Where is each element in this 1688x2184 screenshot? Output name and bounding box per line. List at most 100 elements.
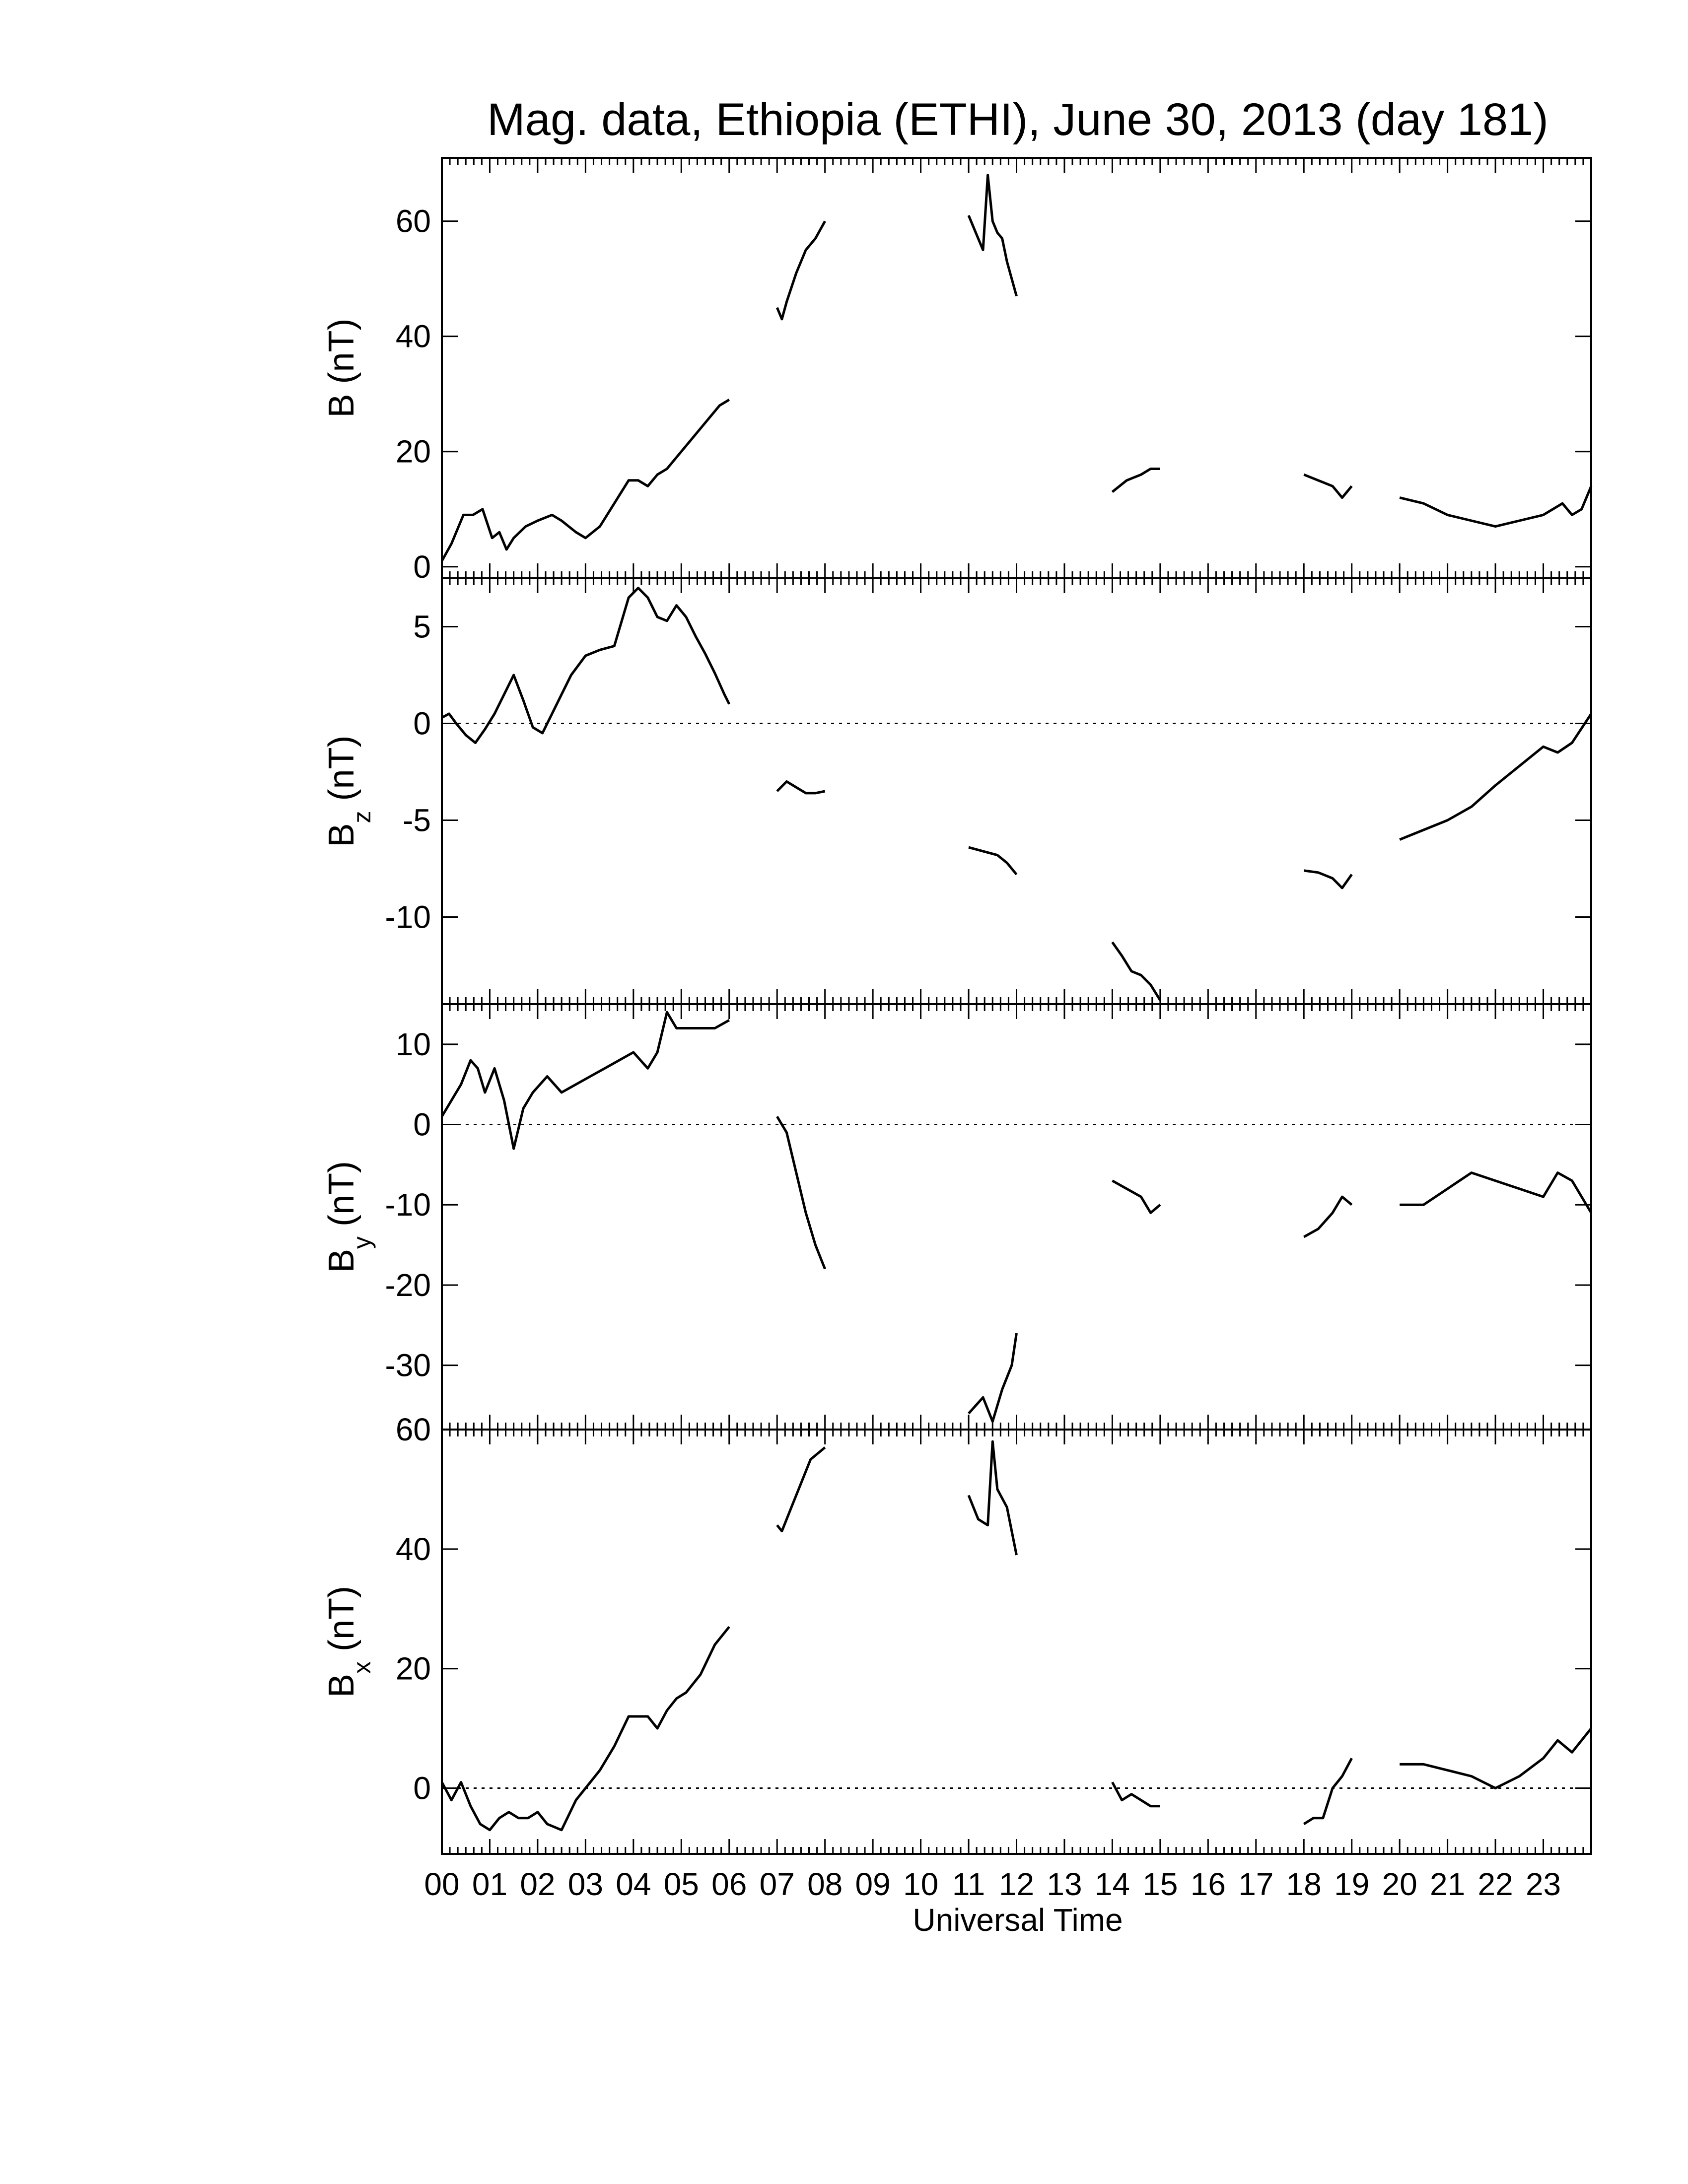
panels: 0 20 40 60 B (nT) 5 0 -5 -10 Bz (nT) 10 0 -10 -20 -30 B… — [322, 157, 1593, 1855]
y-axis-label-main: B — [322, 1674, 361, 1698]
series-Bz-segment-6 — [1399, 713, 1593, 841]
y-ticks: 60 40 20 0 — [396, 1412, 1591, 1806]
x-tick-label: 18 — [1286, 1866, 1322, 1902]
series-By-segment-4 — [1112, 1179, 1161, 1214]
series-Bz-segment-4 — [1111, 941, 1162, 1001]
series-B-segment-2 — [775, 220, 826, 321]
panel-B: 0 20 40 60 B (nT) — [322, 157, 1593, 585]
y-tick-label: -30 — [385, 1348, 431, 1383]
y-tick-label: 20 — [396, 434, 431, 470]
x-tick-label: 17 — [1238, 1866, 1273, 1902]
x-ticks — [441, 578, 1592, 1004]
y-tick-label: -10 — [385, 899, 431, 935]
series-B-segment-3 — [967, 174, 1018, 297]
series-Bx-segment-6 — [1400, 1727, 1592, 1789]
y-axis-label-unit: (nT) — [322, 735, 361, 811]
y-axis-label-unit: (nT) — [322, 1586, 361, 1661]
x-tick-label: 15 — [1142, 1866, 1178, 1902]
y-tick-label: 20 — [396, 1651, 431, 1687]
y-axis-label-unit: (nT) — [322, 318, 361, 394]
y-axis-label: Bz (nT) — [322, 735, 376, 847]
x-tick-label: 20 — [1382, 1866, 1417, 1902]
x-axis-label: Universal Time — [913, 1902, 1123, 1938]
x-tick-label: 10 — [903, 1866, 938, 1902]
y-axis-label-main: B — [322, 1249, 361, 1273]
y-axis-label: By (nT) — [322, 1161, 376, 1273]
series-By-segment-6 — [1400, 1171, 1593, 1214]
series-Bx-segment-1 — [440, 1626, 730, 1832]
y-tick-label: 0 — [413, 1107, 431, 1143]
series-B-segment-6 — [1399, 485, 1593, 528]
x-tick-label: 07 — [760, 1866, 795, 1902]
x-tick-label: 00 — [424, 1866, 459, 1902]
x-tick-label: 09 — [855, 1866, 891, 1902]
y-ticks: 0 20 40 60 — [396, 204, 1591, 585]
x-tick-label: 21 — [1430, 1866, 1465, 1902]
x-tick-label: 02 — [520, 1866, 555, 1902]
x-ticks — [441, 158, 1592, 578]
y-tick-label: 5 — [413, 609, 431, 645]
x-tick-label: 13 — [1047, 1866, 1082, 1902]
y-tick-label: 60 — [396, 1412, 431, 1447]
x-tick-label: 01 — [472, 1866, 507, 1902]
x-tick-label: 03 — [568, 1866, 603, 1902]
y-ticks: 10 0 -10 -20 -30 — [385, 1026, 1591, 1383]
x-tick-label: 16 — [1191, 1866, 1226, 1902]
y-axis-label-subscript: z — [348, 811, 376, 823]
y-tick-label: 10 — [396, 1026, 431, 1062]
y-tick-label: 0 — [413, 706, 431, 742]
y-tick-label: 0 — [413, 1771, 431, 1806]
x-tick-label: 04 — [616, 1866, 651, 1902]
series-Bx-segment-3 — [967, 1440, 1018, 1556]
y-tick-label: 40 — [396, 1531, 431, 1567]
panel-frame — [441, 1003, 1592, 1431]
y-tick-label: 0 — [413, 549, 431, 585]
panel-Bz: 5 0 -5 -10 Bz (nT) — [322, 577, 1593, 1005]
series-Bx-segment-2 — [776, 1446, 826, 1533]
x-tick-label: 05 — [664, 1866, 699, 1902]
y-axis-label-main: B — [322, 823, 361, 847]
x-tick-label: 19 — [1334, 1866, 1369, 1902]
y-tick-label: -5 — [403, 803, 431, 838]
x-tick-labels: 00 01 02 03 04 05 06 07 08 09 10 11 12 13 14 15 16 17 18 19… — [424, 1866, 1561, 1902]
y-tick-label: 60 — [396, 204, 431, 239]
series-Bz-segment-3 — [968, 846, 1018, 876]
series-By-segment-1 — [440, 1011, 730, 1150]
x-tick-label: 12 — [999, 1866, 1034, 1902]
panel-frame — [441, 157, 1592, 579]
y-axis-label: Bx (nT) — [322, 1586, 376, 1698]
y-tick-label: 40 — [396, 319, 431, 354]
panel-Bx: 60 40 20 0 Bx (nT) — [322, 1412, 1592, 1855]
x-tick-label: 08 — [807, 1866, 843, 1902]
chart-title: Mag. data, Ethiopia (ETHI), June 30, 201… — [487, 94, 1548, 145]
panel-frame — [441, 1429, 1592, 1855]
y-tick-label: -20 — [385, 1267, 431, 1303]
series-Bz-segment-1 — [441, 587, 731, 744]
y-tick-label: -10 — [385, 1187, 431, 1223]
x-tick-label: 06 — [711, 1866, 747, 1902]
x-tick-label: 23 — [1526, 1866, 1561, 1902]
series-Bx-segment-5 — [1303, 1758, 1353, 1825]
x-ticks — [441, 1430, 1592, 1854]
y-axis-label-main: B — [322, 394, 361, 417]
series-Bz-segment-5 — [1303, 869, 1353, 889]
y-axis-label-subscript: x — [348, 1661, 376, 1674]
x-tick-label: 11 — [952, 1866, 985, 1902]
x-ticks — [441, 1004, 1592, 1430]
series-B-segment-5 — [1303, 473, 1353, 499]
series-By-segment-5 — [1303, 1195, 1353, 1238]
x-tick-label: 22 — [1477, 1866, 1513, 1902]
y-ticks: 5 0 -5 -10 — [385, 609, 1591, 935]
series-B-segment-4 — [1111, 468, 1160, 493]
series-Bz-segment-2 — [776, 780, 826, 795]
x-tick-label: 14 — [1095, 1866, 1130, 1902]
panel-By: 10 0 -10 -20 -30 By (nT) — [322, 1003, 1593, 1431]
y-axis-label-unit: (nT) — [322, 1161, 361, 1236]
series-By-segment-3 — [968, 1333, 1018, 1423]
series-B-segment-1 — [440, 399, 730, 562]
y-axis-label-subscript: y — [348, 1236, 376, 1249]
series-By-segment-2 — [776, 1116, 827, 1270]
y-axis-label: B (nT) — [322, 318, 361, 417]
series-Bx-segment-4 — [1111, 1781, 1160, 1808]
